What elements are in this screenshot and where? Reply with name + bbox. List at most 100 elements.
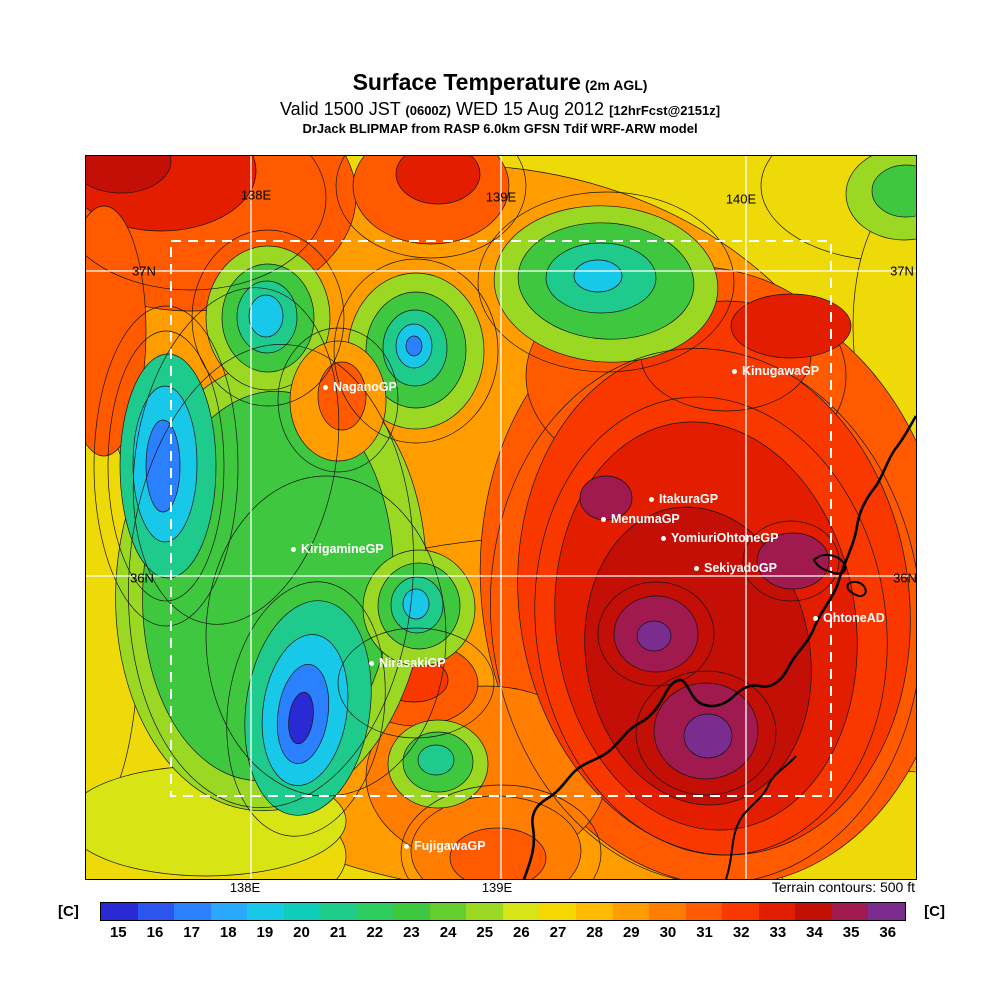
site-label: ItakuraGP (659, 492, 719, 506)
colorbar-tick-15: 15 (109, 924, 127, 941)
site-dot-icon (694, 565, 699, 571)
site-label: MenumaGP (611, 512, 680, 526)
bottom-lon-label-138e: 138E (229, 880, 261, 895)
colorbar-tick-34: 34 (806, 924, 823, 941)
colorbar-cell-22 (356, 903, 394, 920)
site-dot-icon (813, 615, 818, 621)
grid-label-140e: 140E (725, 191, 757, 207)
colorbar-tick-35: 35 (842, 924, 860, 941)
site-marker-NaganoGP: NaganoGP (323, 380, 397, 394)
bottom-lon-label-139e: 139E (481, 880, 513, 895)
site-dot-icon (601, 516, 606, 522)
colorbar-cell-28 (576, 903, 613, 920)
colorbar-tick-28: 28 (586, 924, 603, 941)
site-label: SekiyadoGP (704, 561, 777, 575)
site-marker-MenumaGP: MenumaGP (601, 512, 680, 526)
colorbar-tick-18: 18 (219, 924, 237, 941)
site-label: YomiuriOhtoneGP (671, 531, 779, 545)
colorbar-tick-22: 22 (366, 924, 384, 941)
model-line: DrJack BLIPMAP from RASP 6.0km GFSN Tdif… (302, 121, 698, 137)
map-overlays: 138E 139E 140E 37N 37N 36N 36N NaganoGP Kinugawa… (86, 156, 917, 879)
coastline (522, 415, 916, 879)
title-note: (2m AGL) (584, 77, 648, 93)
site-marker-FujigawaGP: FujigawaGP (404, 839, 486, 853)
latlon-grid-lines (86, 156, 916, 879)
site-dot-icon (369, 660, 374, 666)
colorbar-wrap: 15 16 17 18 19 20 21 22 23 24 25 26 27 28 29 30 31 32 33 34… (100, 902, 906, 941)
site-marker-ItakuraGP: ItakuraGP (649, 492, 718, 506)
title-line: Surface Temperature (2m AGL) (0, 68, 1000, 97)
valid-line: Valid 1500 JST (0600Z) WED 15 Aug 2012 [… (0, 98, 1000, 121)
colorbar-cell-21 (320, 903, 357, 920)
colorbar-tick-32: 32 (732, 924, 750, 941)
colorbar-cell-26 (503, 903, 540, 920)
valid-forecast: [12hrFcst@2151z] (609, 102, 721, 118)
site-dot-icon (291, 546, 296, 552)
colorbar-unit-right: [C] (924, 903, 945, 920)
colorbar-tick-26: 26 (513, 924, 530, 941)
site-label: FujigawaGP (414, 839, 486, 853)
colorbar-cell-17 (174, 903, 211, 920)
colorbar-cell-16 (137, 903, 175, 920)
site-label: OhtoneAD (823, 611, 885, 625)
colorbar-tick-29: 29 (622, 924, 640, 941)
site-dot-icon (404, 843, 409, 849)
colorbar-tick-31: 31 (696, 924, 713, 941)
colorbar-tick-19: 19 (256, 924, 274, 941)
site-dot-icon (661, 535, 666, 541)
colorbar-tick-17: 17 (183, 924, 200, 941)
colorbar (100, 902, 906, 921)
valid-time: Valid 1500 JST (279, 98, 401, 119)
colorbar-tick-21: 21 (329, 924, 347, 941)
colorbar-tick-36: 36 (879, 924, 897, 941)
colorbar-tick-20: 20 (293, 924, 310, 941)
colorbar-cell-18 (210, 903, 248, 920)
colorbar-cell-33 (758, 903, 796, 920)
terrain-contour-lines (86, 156, 916, 879)
colorbar-tick-25: 25 (476, 924, 494, 941)
terrain-contours-note: Terrain contours: 500 ft (771, 879, 915, 895)
colorbar-tick-33: 33 (769, 924, 787, 941)
colorbar-cell-24 (429, 903, 467, 920)
colorbar-cell-34 (795, 903, 832, 920)
grid-label-138e: 138E (240, 187, 272, 203)
grid-label-37n: 37N (132, 263, 156, 279)
colorbar-cell-20 (283, 903, 321, 920)
colorbar-cell-15 (101, 903, 138, 920)
colorbar-cell-29 (612, 903, 650, 920)
site-label: KirigamineGP (301, 542, 384, 556)
valid-date: WED 15 Aug 2012 (455, 98, 605, 119)
colorbar-ticks: 15 16 17 18 19 20 21 22 23 24 25 26 27 28 29 30 31 32 33 34… (100, 924, 906, 941)
site-dot-icon (649, 496, 654, 502)
site-marker-KinugawaGP: KinugawaGP (732, 364, 819, 378)
valid-zulu: (0600Z) (405, 102, 451, 118)
colorbar-tick-24: 24 (439, 924, 457, 941)
site-dot-icon (732, 368, 737, 374)
grid-label-36n: 36N (130, 570, 154, 586)
colorbar-cell-30 (649, 903, 686, 920)
colorbar-cell-19 (247, 903, 284, 920)
colorbar-cell-36 (868, 903, 906, 920)
colorbar-cell-31 (685, 903, 723, 920)
colorbar-tick-27: 27 (549, 924, 567, 941)
site-marker-SekiyadoGP: SekiyadoGP (694, 561, 777, 575)
colorbar-tick-16: 16 (146, 924, 164, 941)
header: Surface Temperature (2m AGL) Valid 1500 J… (0, 68, 1000, 138)
colorbar-cell-32 (722, 903, 759, 920)
colorbar-unit-left: [C] (58, 903, 79, 920)
site-marker-KirigamineGP: KirigamineGP (291, 542, 384, 556)
colorbar-cell-23 (393, 903, 430, 920)
temp-fill-contours (86, 156, 916, 879)
grid-label-36n: 36N (893, 570, 917, 586)
site-marker-NirasakiGP: NirasakiGP (369, 656, 446, 670)
site-marker-YomiuriOhtoneGP: YomiuriOhtoneGP (661, 531, 778, 545)
model-domain-dashed-box (170, 240, 832, 797)
page-title: Surface Temperature (352, 69, 581, 95)
colorbar-cell-27 (539, 903, 577, 920)
map-frame: 138E 139E 140E 37N 37N 36N 36N NaganoGP Kinugawa… (85, 155, 917, 880)
temperature-map-svg (86, 156, 916, 879)
site-label: NaganoGP (333, 380, 397, 394)
site-dot-icon (323, 384, 328, 390)
site-label: NirasakiGP (379, 656, 446, 670)
